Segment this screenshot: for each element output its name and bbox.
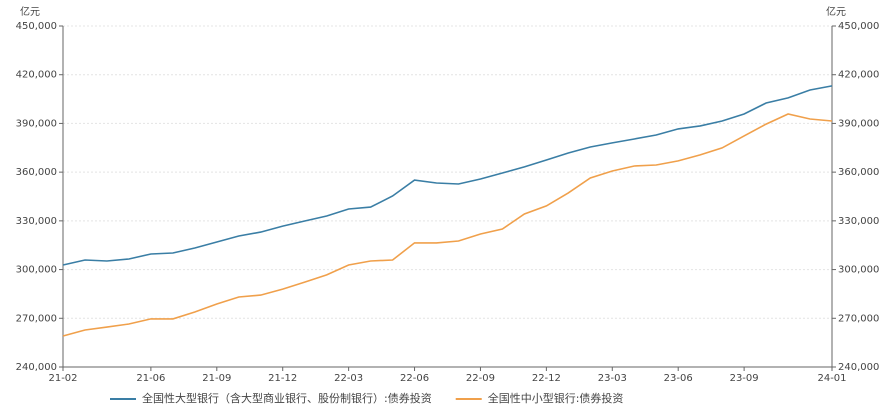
y-axis-unit: 亿元 xyxy=(20,5,40,18)
x-tick-label: 21-12 xyxy=(268,373,297,384)
y2-tick-label: 240,000 xyxy=(838,362,879,373)
y-tick-label: 360,000 xyxy=(16,167,57,178)
y-tick-label: 420,000 xyxy=(16,70,57,81)
y2-tick-label: 270,000 xyxy=(838,313,879,324)
y-tick-label: 390,000 xyxy=(16,118,57,129)
y-tick-label: 240,000 xyxy=(16,362,57,373)
y-tick-label: 270,000 xyxy=(16,313,57,324)
x-tick-label: 22-09 xyxy=(466,373,495,384)
x-tick-label: 24-01 xyxy=(817,373,846,384)
legend-label: 全国性大型银行（含大型商业银行、股份制银行）:债券投资 xyxy=(142,391,432,405)
series-line xyxy=(62,85,833,266)
x-tick-label: 21-02 xyxy=(48,373,77,384)
series-line xyxy=(62,113,833,337)
x-tick-label: 21-06 xyxy=(136,373,165,384)
x-tick-label: 23-03 xyxy=(598,373,627,384)
y-tick-label: 300,000 xyxy=(16,265,57,276)
x-tick-label: 21-09 xyxy=(202,373,231,384)
legend-label: 全国性中小型银行:债券投资 xyxy=(488,391,624,405)
y2-tick-label: 390,000 xyxy=(838,118,879,129)
x-tick-label: 22-12 xyxy=(532,373,561,384)
x-tick-label: 23-09 xyxy=(730,373,759,384)
y2-tick-label: 330,000 xyxy=(838,216,879,227)
y2-tick-label: 300,000 xyxy=(838,265,879,276)
y2-tick-label: 450,000 xyxy=(838,21,879,32)
y2-tick-label: 420,000 xyxy=(838,70,879,81)
y-tick-label: 450,000 xyxy=(16,21,57,32)
x-tick-label: 23-06 xyxy=(664,373,693,384)
y-tick-label: 330,000 xyxy=(16,216,57,227)
x-tick-label: 22-06 xyxy=(400,373,429,384)
y2-tick-label: 360,000 xyxy=(838,167,879,178)
y2-axis-unit: 亿元 xyxy=(826,5,846,18)
x-tick-label: 22-03 xyxy=(334,373,363,384)
